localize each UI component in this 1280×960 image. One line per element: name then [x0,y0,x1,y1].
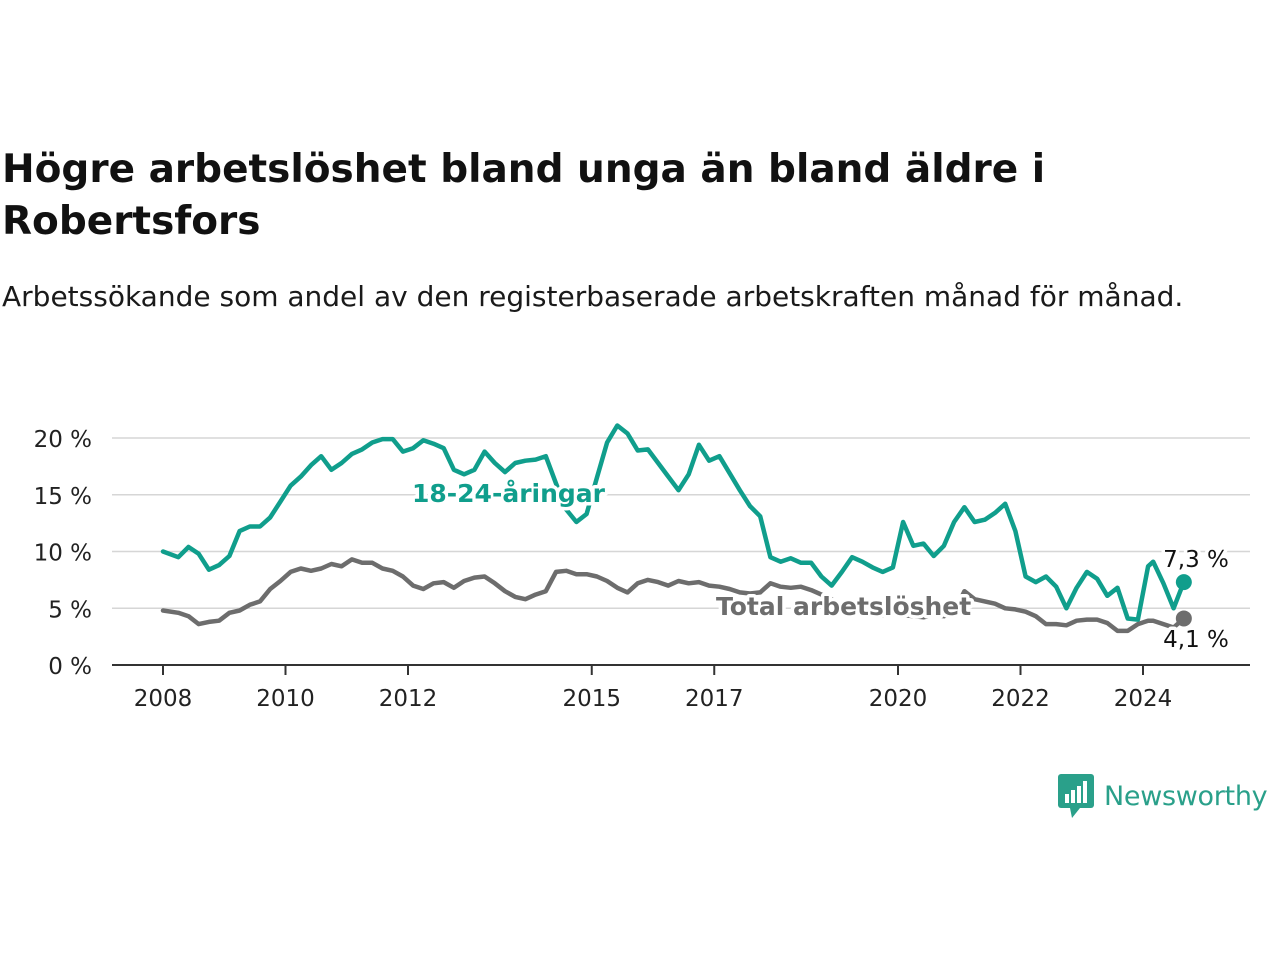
y-tick-label: 15 % [34,484,92,510]
x-tick-label: 2012 [379,686,438,712]
y-tick-label: 5 % [48,597,92,623]
line-chart: 0 %5 %10 %15 %20 % 2008 2010 2012 2015 2017 2… [34,423,1250,712]
end-label-youth: 7,3 % [1163,547,1229,573]
x-tick-label: 2022 [991,686,1050,712]
y-axis-ticks: 0 % 5 % 10 % 15 % 20 % [34,427,92,680]
series-label-total: Total arbetslöshet [716,592,971,621]
end-label-youth-halo: 7,3 % [1163,547,1229,573]
chart-title: Högre arbetslöshet bland unga än bland ä… [2,147,1046,244]
series-label-youth: 18-24-åringar [412,479,606,508]
end-point-total [1175,610,1192,627]
x-tick-label: 2020 [869,686,928,712]
chart-subtitle: Arbetssökande som andel av den registerb… [2,280,1184,313]
end-point-youth [1175,574,1192,591]
x-tick-label: 2010 [256,686,315,712]
series-label-youth-halo: 18-24-åringar [412,479,606,508]
end-label-total-halo: 4,1 % [1163,627,1229,653]
series-lines [160,423,1192,634]
y-tick-label: 10 % [34,541,92,567]
x-tick-label: 2024 [1114,686,1173,712]
series-line-youth [160,423,1187,622]
newsworthy-logo: Newsworthy [1058,772,1268,820]
end-label-total: 4,1 % [1163,627,1229,653]
x-tick-label: 2015 [562,686,621,712]
y-tick-label: 20 % [34,427,92,453]
y-gridlines [112,437,1250,609]
x-tick-label: 2017 [685,686,744,712]
series-line-total [160,557,1187,634]
brand-name: Newsworthy [1104,780,1268,812]
y-tick-label: 0 % [48,654,92,680]
series-label-total-halo: Total arbetslöshet [716,592,971,621]
newsworthy-logo-icon [1058,774,1094,818]
x-axis-ticks: 2008 2010 2012 2015 2017 2020 2022 2024 [134,665,1173,712]
x-tick-label: 2008 [134,686,193,712]
